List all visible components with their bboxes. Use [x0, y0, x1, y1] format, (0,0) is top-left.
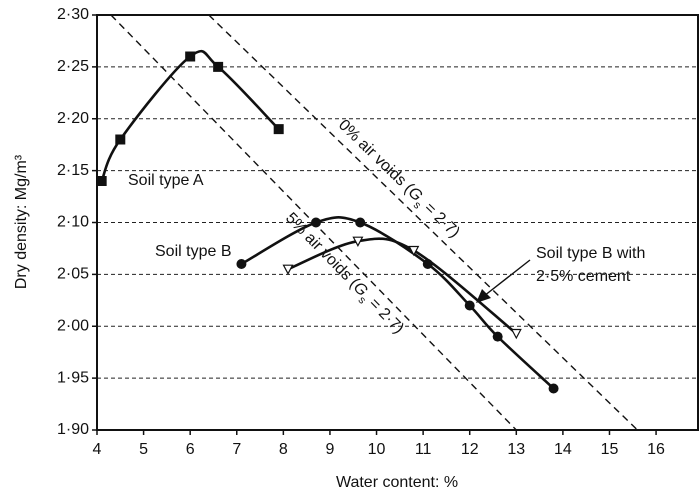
circle-marker: [310, 217, 321, 228]
triangle-marker: [408, 245, 420, 257]
label-part: 0% air voids (: [335, 117, 417, 197]
circle-marker: [548, 383, 559, 394]
circle-marker: [464, 300, 475, 311]
arrow: [483, 259, 531, 297]
square-marker: [185, 51, 196, 62]
annotation: Soil type B with: [536, 245, 645, 262]
label-part: = 2·7): [362, 292, 407, 337]
plot-frame: [96, 14, 699, 431]
y-tick-label: 2·10: [57, 214, 89, 231]
triangle-marker: [282, 264, 294, 275]
y-tick-label: 2·00: [57, 317, 89, 334]
x-tick-label: 11: [415, 441, 432, 458]
x-tick-label: 5: [139, 441, 148, 458]
y-tick-label: 2·05: [57, 266, 89, 283]
triangle-marker: [352, 236, 364, 247]
y-tick-label: 1·95: [57, 369, 89, 386]
y-tick-label: 2·30: [57, 6, 89, 23]
air-voids-label: 0% air voids (Gs = 2·7): [332, 117, 462, 244]
x-tick-label: 4: [93, 441, 102, 458]
y-tick-label: 2·15: [57, 162, 89, 179]
label-part: = 2·7): [417, 197, 462, 242]
x-tick-label: 16: [647, 441, 665, 458]
circle-marker: [355, 217, 366, 228]
air-voids-line: [208, 14, 638, 431]
x-tick-label: 13: [507, 441, 525, 458]
circle-marker: [236, 259, 247, 269]
triangle-marker: [510, 328, 522, 340]
y-tick-label: 1·90: [57, 421, 89, 438]
square-marker: [115, 134, 126, 145]
arrow-head: [476, 289, 491, 303]
x-tick-label: 9: [325, 441, 334, 458]
y-tick-label: 2·20: [57, 110, 89, 127]
x-tick-label: 7: [232, 441, 241, 458]
x-axis-title: Water content: %: [336, 474, 458, 491]
annotation: Soil type B: [155, 243, 231, 260]
square-marker: [96, 176, 107, 186]
annotation: 2·5% cement: [536, 268, 631, 285]
fitted-curve: [100, 49, 280, 182]
x-tick-label: 12: [461, 441, 479, 458]
y-tick-label: 2·25: [57, 58, 89, 75]
x-tick-label: 8: [279, 441, 288, 458]
x-tick-label: 15: [601, 441, 619, 458]
x-tick-label: 6: [186, 441, 195, 458]
square-marker: [273, 124, 284, 135]
fitted-curve: [287, 237, 518, 335]
x-tick-label: 14: [554, 441, 572, 458]
circle-marker: [492, 331, 503, 342]
annotation: Soil type A: [128, 172, 204, 189]
square-marker: [213, 61, 224, 72]
y-axis-title: Dry density: Mg/m³: [13, 154, 30, 289]
x-tick-label: 10: [368, 441, 386, 458]
